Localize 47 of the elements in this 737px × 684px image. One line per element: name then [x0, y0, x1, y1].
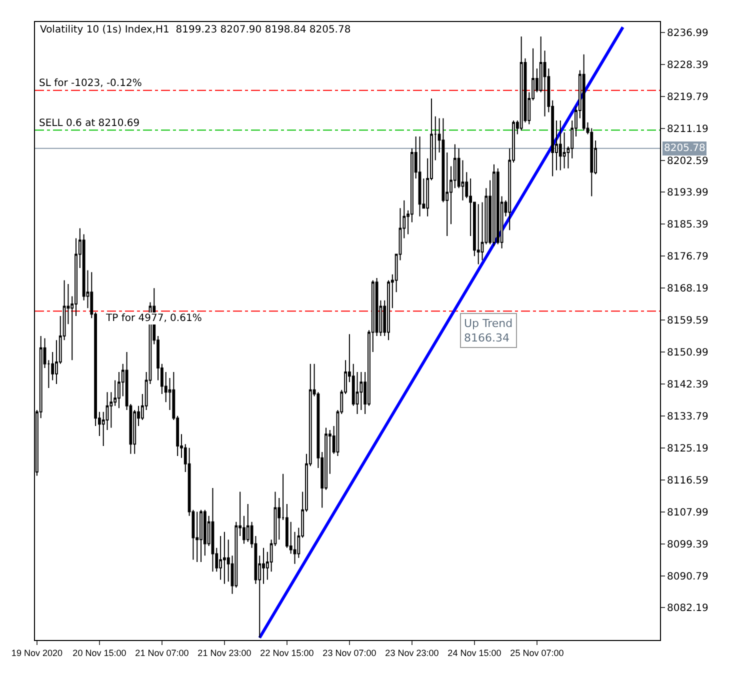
y-tick-label: 8185.39: [667, 220, 708, 231]
ref-line-label: TP for 4977, 0.61%: [105, 313, 202, 324]
ref-line-label: SL for -1023, -0.12%: [39, 78, 142, 89]
x-tick-label: 25 Nov 07:00: [510, 648, 564, 658]
x-tick-label: 22 Nov 15:00: [260, 648, 314, 658]
ref-line-label: SELL 0.6 at 8210.69: [39, 118, 140, 129]
y-tick-label: 8082.19: [667, 603, 708, 614]
y-tick-label: 8142.39: [667, 379, 708, 390]
y-tick-label: 8168.19: [667, 284, 708, 295]
y-tick-label: 8228.39: [667, 60, 708, 71]
y-tick-label: 8236.99: [667, 28, 708, 39]
y-tick-label: 8090.79: [667, 571, 708, 582]
y-tick-label: 8219.79: [667, 92, 708, 103]
y-tick-label: 8125.19: [667, 443, 708, 454]
candlestick: [219, 535, 222, 580]
x-tick-label: 19 Nov 2020: [11, 648, 62, 658]
y-tick-label: 8193.99: [667, 188, 708, 199]
y-tick-label: 8116.59: [667, 475, 708, 486]
y-tick-label: 8202.59: [667, 156, 708, 167]
y-tick-label: 8099.39: [667, 539, 708, 550]
candlestick: [558, 120, 562, 171]
candlestick: [492, 164, 496, 247]
y-tick-label: 8107.99: [667, 507, 708, 518]
candlestick: [496, 168, 500, 245]
candlestick: [520, 36, 523, 132]
x-tick-label: 20 Nov 15:00: [72, 648, 126, 658]
candlestick: [418, 136, 422, 217]
candlestick: [360, 372, 363, 410]
annotation: Up Trend 8166.34: [464, 317, 513, 344]
candlestick: [211, 488, 214, 572]
candlestick: [200, 509, 202, 562]
ref-line-label: 8205.78: [664, 143, 706, 154]
y-tick-label: 8176.79: [667, 252, 708, 263]
y-tick-label: 8150.99: [667, 348, 708, 359]
x-tick-label: 21 Nov 23:00: [198, 648, 252, 658]
x-tick-label: 21 Nov 07:00: [135, 648, 189, 658]
candlestick: [196, 511, 199, 562]
x-tick-label: 24 Nov 15:00: [448, 648, 502, 658]
x-tick-label: 23 Nov 23:00: [385, 648, 439, 658]
candlestick: [582, 54, 586, 132]
candlestick: [476, 204, 480, 265]
y-tick-label: 8133.79: [667, 411, 708, 422]
chart-title: Volatility 10 (1s) Index,H1 8199.23 8207.90 8198.84 8205.78: [40, 24, 351, 36]
candlestick: [223, 531, 226, 584]
x-tick-label: 23 Nov 07:00: [322, 648, 376, 658]
y-tick-label: 8159.59: [667, 316, 708, 327]
y-tick-label: 8211.19: [667, 124, 708, 135]
